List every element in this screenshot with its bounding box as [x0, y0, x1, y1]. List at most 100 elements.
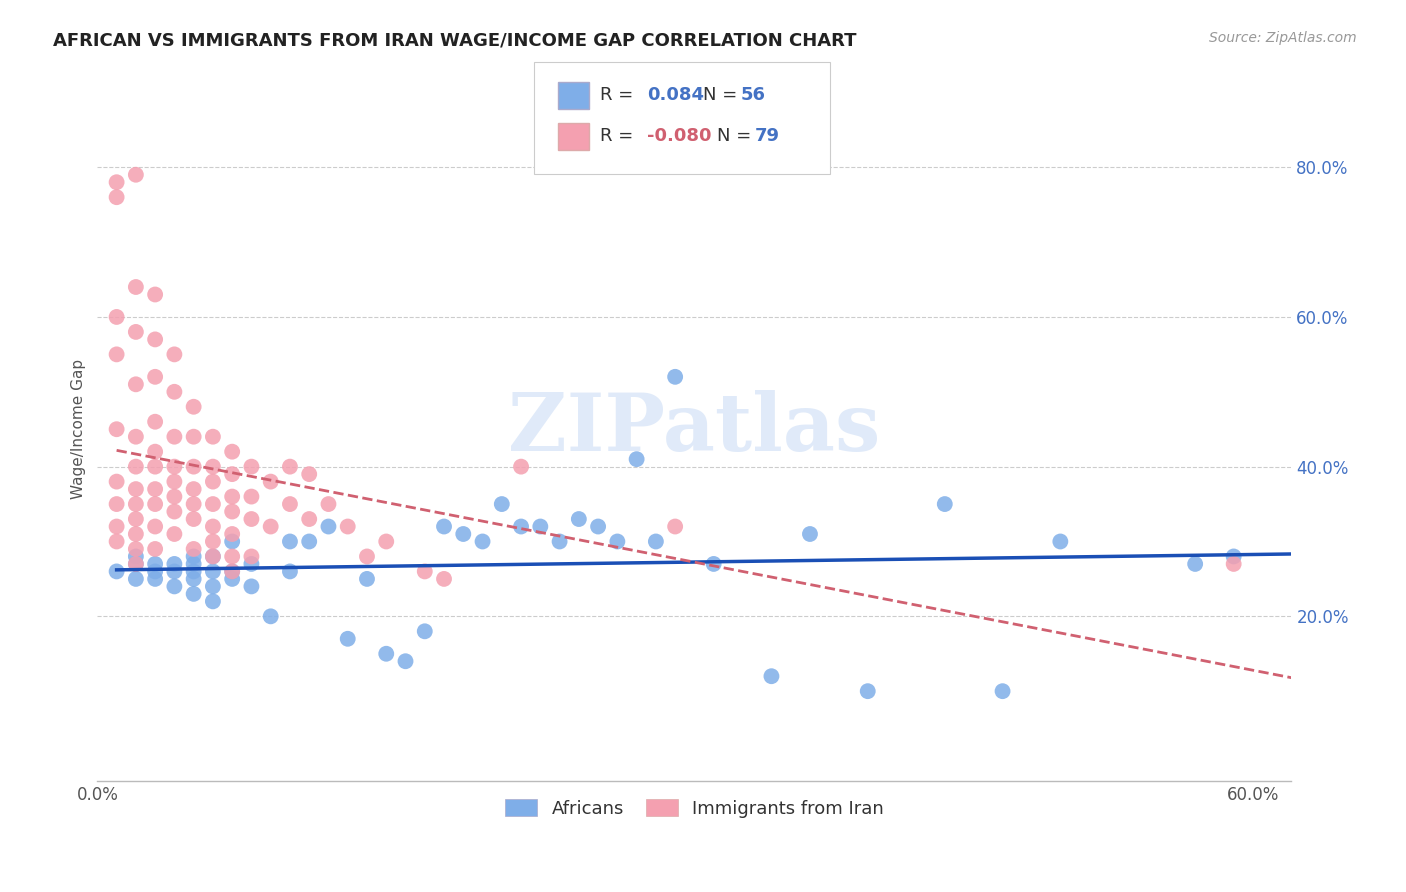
- Point: [125, 497, 148, 511]
- Point: [510, 519, 533, 533]
- Point: [201, 475, 224, 489]
- Point: [143, 444, 166, 458]
- Point: [934, 497, 956, 511]
- Point: [318, 497, 340, 511]
- Point: [201, 594, 224, 608]
- Point: [143, 482, 166, 496]
- Point: [163, 475, 186, 489]
- Point: [664, 369, 686, 384]
- Point: [278, 534, 301, 549]
- Point: [183, 512, 205, 526]
- Point: [298, 512, 321, 526]
- Text: Source: ZipAtlas.com: Source: ZipAtlas.com: [1209, 31, 1357, 45]
- Point: [183, 549, 205, 564]
- Point: [163, 384, 186, 399]
- Point: [105, 190, 128, 204]
- Point: [278, 565, 301, 579]
- Point: [260, 519, 283, 533]
- Point: [125, 541, 148, 556]
- Point: [105, 497, 128, 511]
- Point: [260, 475, 283, 489]
- Y-axis label: Wage/Income Gap: Wage/Income Gap: [72, 359, 86, 500]
- Text: AFRICAN VS IMMIGRANTS FROM IRAN WAGE/INCOME GAP CORRELATION CHART: AFRICAN VS IMMIGRANTS FROM IRAN WAGE/INC…: [53, 31, 856, 49]
- Point: [221, 534, 243, 549]
- Point: [221, 565, 243, 579]
- Point: [163, 557, 186, 571]
- Point: [163, 459, 186, 474]
- Point: [163, 527, 186, 541]
- Point: [394, 654, 416, 668]
- Point: [125, 512, 148, 526]
- Point: [105, 565, 128, 579]
- Point: [413, 624, 436, 639]
- Point: [201, 497, 224, 511]
- Point: [201, 549, 224, 564]
- Point: [183, 587, 205, 601]
- Point: [453, 527, 475, 541]
- Point: [143, 415, 166, 429]
- Point: [336, 632, 359, 646]
- Text: 56: 56: [741, 87, 766, 104]
- Point: [336, 519, 359, 533]
- Point: [163, 504, 186, 518]
- Legend: Africans, Immigrants from Iran: Africans, Immigrants from Iran: [498, 791, 891, 825]
- Point: [143, 572, 166, 586]
- Point: [413, 565, 436, 579]
- Point: [240, 459, 263, 474]
- Point: [318, 519, 340, 533]
- Point: [201, 549, 224, 564]
- Point: [221, 527, 243, 541]
- Point: [125, 572, 148, 586]
- Point: [143, 459, 166, 474]
- Point: [240, 557, 263, 571]
- Point: [240, 579, 263, 593]
- Point: [105, 347, 128, 361]
- Point: [125, 557, 148, 571]
- Point: [143, 497, 166, 511]
- Point: [125, 325, 148, 339]
- Point: [201, 579, 224, 593]
- Point: [510, 459, 533, 474]
- Point: [183, 572, 205, 586]
- Point: [201, 519, 224, 533]
- Point: [143, 565, 166, 579]
- Point: [221, 444, 243, 458]
- Point: [799, 527, 821, 541]
- Point: [183, 482, 205, 496]
- Text: 79: 79: [755, 128, 780, 145]
- Point: [433, 519, 456, 533]
- Point: [105, 475, 128, 489]
- Point: [143, 332, 166, 346]
- Point: [375, 534, 398, 549]
- Point: [278, 497, 301, 511]
- Point: [125, 557, 148, 571]
- Point: [163, 347, 186, 361]
- Point: [491, 497, 513, 511]
- Point: [125, 430, 148, 444]
- Text: R =: R =: [600, 87, 640, 104]
- Point: [125, 459, 148, 474]
- Point: [1222, 557, 1244, 571]
- Point: [163, 430, 186, 444]
- Point: [240, 490, 263, 504]
- Point: [201, 459, 224, 474]
- Point: [626, 452, 648, 467]
- Point: [1184, 557, 1206, 571]
- Point: [125, 168, 148, 182]
- Point: [568, 512, 591, 526]
- Point: [105, 175, 128, 189]
- Point: [163, 490, 186, 504]
- Point: [278, 459, 301, 474]
- Point: [183, 430, 205, 444]
- Point: [433, 572, 456, 586]
- Point: [143, 541, 166, 556]
- Point: [586, 519, 609, 533]
- Point: [163, 565, 186, 579]
- Text: ZIPatlas: ZIPatlas: [509, 390, 880, 468]
- Point: [125, 482, 148, 496]
- Point: [644, 534, 666, 549]
- Point: [606, 534, 628, 549]
- Point: [471, 534, 494, 549]
- Text: -0.080: -0.080: [647, 128, 711, 145]
- Point: [125, 549, 148, 564]
